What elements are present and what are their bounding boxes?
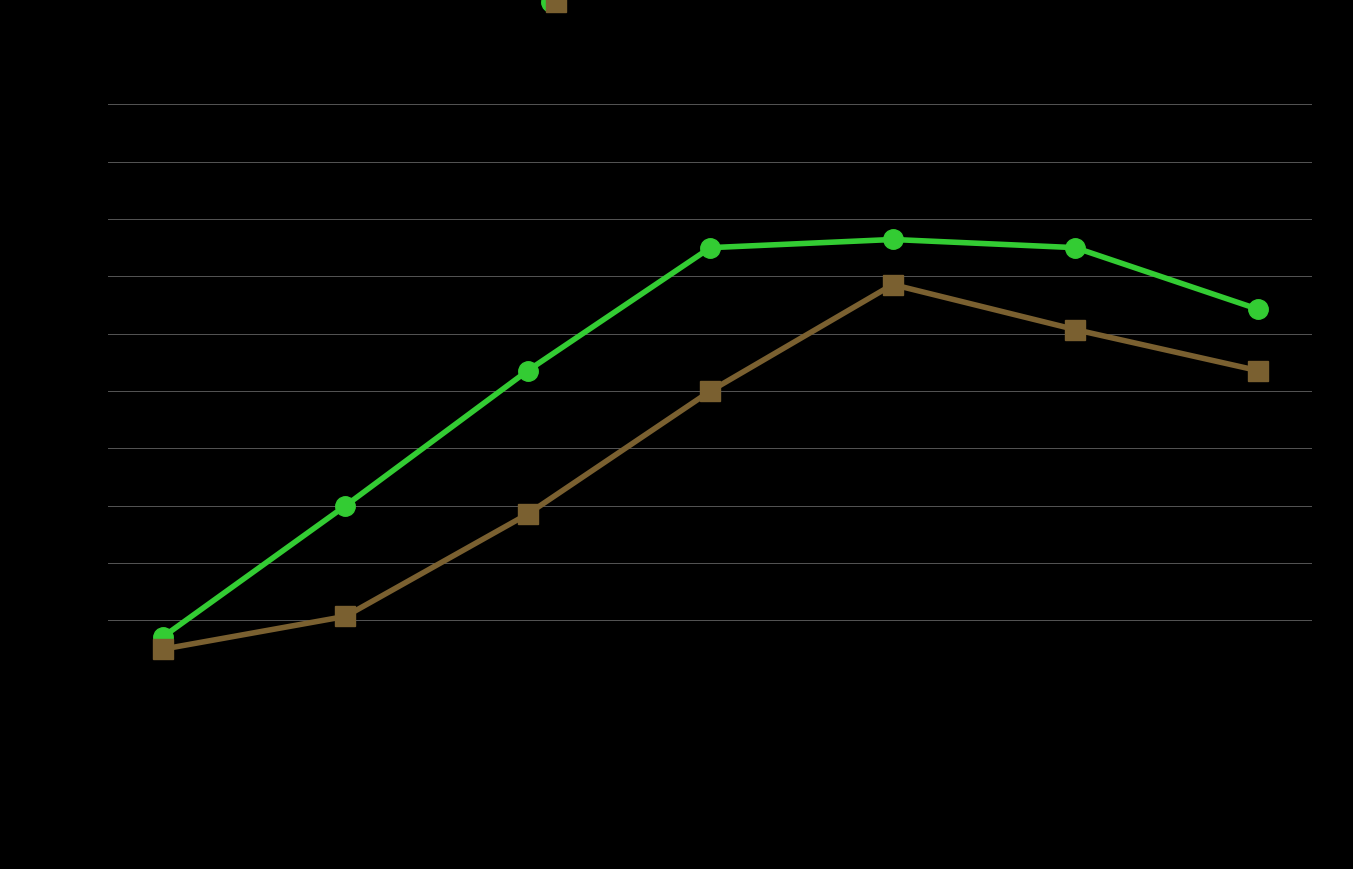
Legend: , : , [551, 2, 557, 3]
